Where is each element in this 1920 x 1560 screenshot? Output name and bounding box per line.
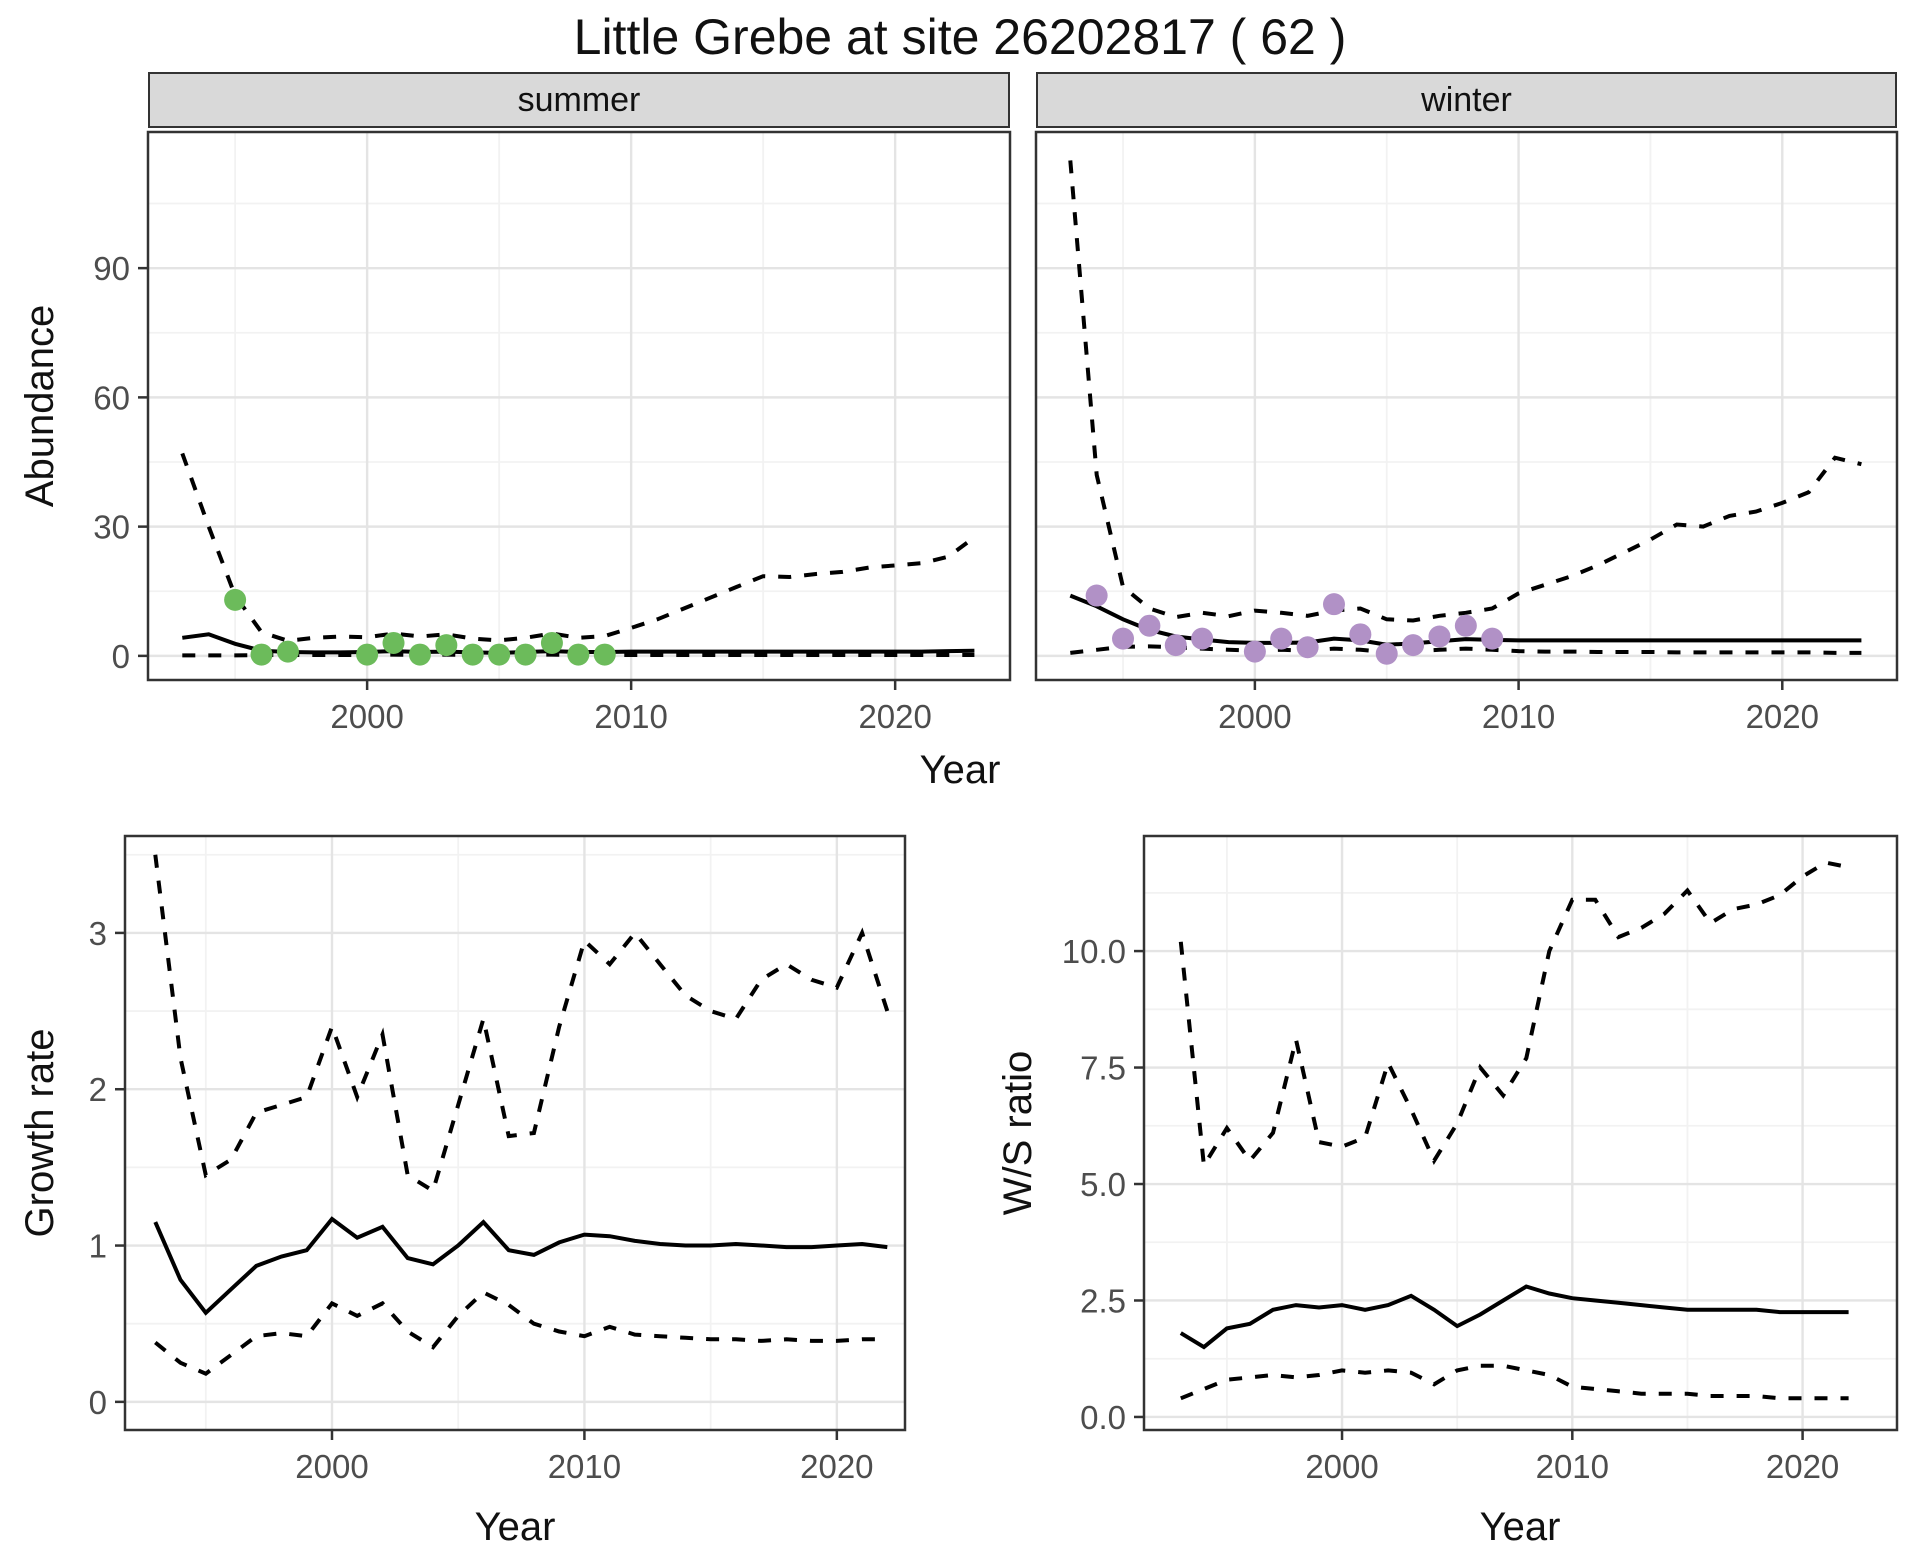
figure-title: Little Grebe at site 26202817 ( 62 ) [573,9,1347,65]
facet-label-winter: winter [1421,80,1512,119]
observed-counts-point [514,643,537,666]
series-estimate [153,1216,888,1316]
facet-strip-summer: summer [148,72,1010,128]
x-axis-title-year-ws: Year [1479,1505,1561,1549]
x-tick-label: 2000 [1305,1448,1378,1485]
panel-ws-ratio: 2000 2010 2020 0.0 2.5 5.0 7.5 10.0 [1062,834,1899,1485]
x-tick-label: 2020 [1746,698,1819,735]
y-tick-label: 2 [89,1071,107,1108]
observed-counts-point [461,643,484,666]
observed-counts-point [1454,614,1477,637]
series-estimate [1179,1284,1849,1350]
x-tick-label: 2020 [800,1448,873,1485]
x-tick-label: 2010 [594,698,667,735]
x-tick-label: 2020 [858,698,931,735]
x-axis-title-year-growth: Year [474,1505,556,1549]
observed-counts-point [1375,642,1398,665]
observed-counts-point [408,643,431,666]
observed-counts-point [224,588,247,611]
observed-counts-point [567,643,590,666]
y-tick-label: 90 [93,250,130,287]
y-tick-label: 3 [89,915,107,952]
y-tick-label: 7.5 [1080,1050,1126,1087]
observed-counts-point [1402,634,1425,657]
panel-winter-abundance: 2000 2010 2020 [1034,130,1899,735]
x-tick-label: 2000 [1218,698,1291,735]
y-tick-label: 60 [93,379,130,416]
observed-counts-point [1322,593,1345,616]
observed-counts-point [382,631,405,654]
observed-counts-point [1481,627,1504,650]
y-tick-label: 0.0 [1080,1399,1126,1436]
y-tick-label: 5.0 [1080,1166,1126,1203]
y-tick-label: 30 [93,509,130,546]
observed-counts-point [1085,584,1108,607]
x-tick-label: 2010 [548,1448,621,1485]
observed-counts-point [276,640,299,663]
observed-counts-point [356,643,379,666]
observed-counts-point [1428,625,1451,648]
y-tick-label: 10.0 [1062,933,1126,970]
y-tick-label: 0 [112,638,130,675]
x-axis-title-year-top: Year [919,748,1001,792]
observed-counts-point [1164,634,1187,657]
facet-strip-winter: winter [1036,72,1897,128]
observed-counts-point [435,634,458,657]
series-lower-ci [154,1289,888,1376]
observed-counts-point [1243,640,1266,663]
x-tick-label: 2020 [1766,1448,1839,1485]
y-tick-label: 0 [89,1384,107,1421]
observed-counts-point [488,643,511,666]
observed-counts-point [540,631,563,654]
observed-counts-point [1296,636,1319,659]
x-tick-label: 2010 [1482,698,1555,735]
facet-label-summer: summer [517,80,641,119]
observed-counts-point [1138,614,1161,637]
panel-growth-rate: 2000 2010 2020 0 1 2 3 [89,834,907,1485]
observed-counts-point [1270,627,1293,650]
observed-counts-point [250,643,273,666]
panel-summer-abundance: 2000 2010 2020 0 30 60 90 [93,130,1012,735]
x-tick-label: 2000 [330,698,403,735]
observed-counts-point [1191,627,1214,650]
series-upper-ci [180,452,976,643]
series-upper-ci [1068,160,1862,623]
observed-counts-point [593,643,616,666]
x-tick-label: 2010 [1536,1448,1609,1485]
series-lower-ci [1180,1363,1849,1401]
y-tick-label: 2.5 [1080,1282,1126,1319]
observed-counts-point [1112,627,1135,650]
observed-counts-point [1349,623,1372,646]
series-upper-ci [1178,860,1849,1172]
y-tick-label: 1 [89,1228,107,1265]
x-tick-label: 2000 [295,1448,368,1485]
